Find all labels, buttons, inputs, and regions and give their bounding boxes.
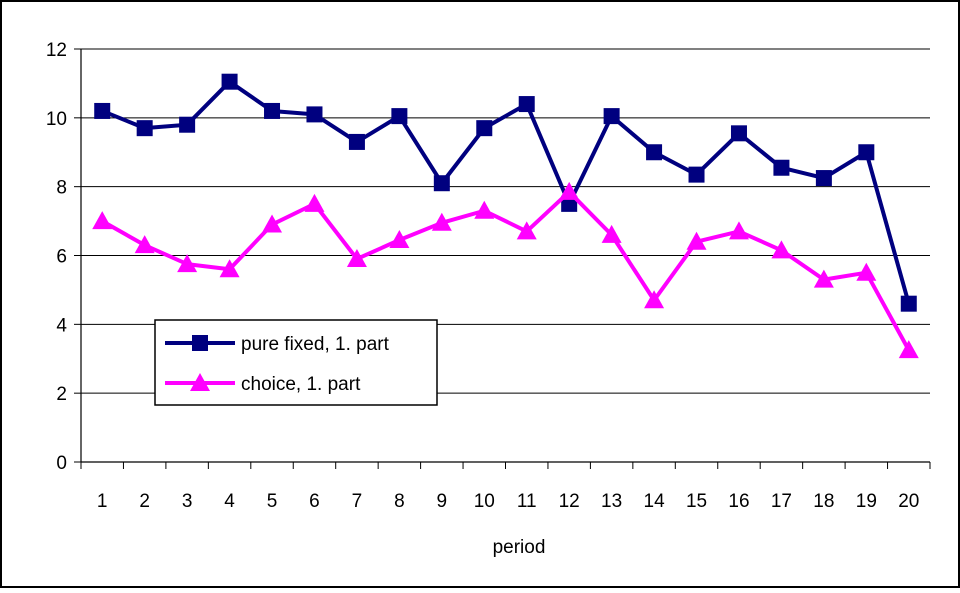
- y-tick-label: 0: [56, 453, 67, 474]
- x-tick-label: 7: [352, 491, 363, 512]
- data-point-square: [433, 175, 450, 192]
- data-point-triangle: [262, 214, 283, 233]
- data-point-square: [518, 96, 535, 113]
- data-point-triangle: [728, 221, 749, 240]
- y-tick-label: 2: [56, 384, 67, 405]
- data-point-triangle: [813, 269, 834, 288]
- data-point-triangle: [771, 240, 792, 259]
- data-point-triangle: [644, 290, 665, 309]
- data-point-triangle: [559, 181, 580, 200]
- data-point-triangle: [856, 262, 877, 281]
- x-tick-label: 4: [224, 491, 235, 512]
- data-point-triangle: [92, 211, 113, 230]
- data-point-square: [221, 73, 238, 90]
- x-axis-title: period: [493, 537, 546, 558]
- legend-label: choice, 1. part: [241, 374, 361, 395]
- x-tick-label: 10: [474, 491, 495, 512]
- y-tick-label: 12: [46, 40, 67, 61]
- data-point-triangle: [304, 193, 325, 212]
- data-point-triangle: [474, 200, 495, 219]
- x-tick-label: 2: [139, 491, 150, 512]
- series-2: [92, 181, 919, 359]
- x-tick-label: 20: [898, 491, 919, 512]
- data-point-square: [730, 125, 747, 142]
- series-layer: [92, 73, 919, 359]
- x-tick-label: 6: [309, 491, 320, 512]
- series-1: [94, 73, 917, 312]
- data-point-square: [136, 120, 153, 137]
- data-point-square: [476, 120, 493, 137]
- data-point-square: [348, 133, 365, 150]
- data-point-square: [391, 108, 408, 125]
- data-point-square: [306, 106, 323, 123]
- data-point-square: [94, 102, 111, 119]
- data-point-square: [264, 102, 281, 119]
- x-tick-label: 12: [559, 491, 580, 512]
- legend-swatch-marker: [192, 335, 208, 351]
- y-tick-label: 4: [56, 315, 67, 336]
- x-tick-label: 15: [686, 491, 707, 512]
- data-point-square: [858, 144, 875, 161]
- x-tick-label: 13: [601, 491, 622, 512]
- legend-item: pure fixed, 1. part: [165, 334, 390, 355]
- x-tick-label: 8: [394, 491, 405, 512]
- data-point-triangle: [389, 230, 410, 249]
- legend-label: pure fixed, 1. part: [241, 334, 390, 355]
- data-point-triangle: [431, 212, 452, 231]
- legend-item: choice, 1. part: [165, 373, 361, 395]
- x-tick-label: 11: [517, 491, 537, 512]
- x-tick-label: 17: [771, 491, 792, 512]
- data-point-triangle: [601, 224, 622, 243]
- x-tick-label: 1: [97, 491, 108, 512]
- legend: pure fixed, 1. part choice, 1. part: [154, 319, 438, 406]
- data-point-square: [179, 116, 196, 133]
- data-point-square: [688, 166, 705, 183]
- x-tick-label: 19: [856, 491, 877, 512]
- data-point-triangle: [686, 231, 707, 250]
- data-point-square: [646, 144, 663, 161]
- data-point-triangle: [219, 259, 240, 278]
- data-point-triangle: [177, 254, 198, 273]
- legend-swatch-marker: [190, 373, 210, 391]
- data-point-triangle: [346, 248, 367, 267]
- x-tick-label: 9: [437, 491, 448, 512]
- data-point-triangle: [516, 221, 537, 240]
- y-tick-label: 8: [56, 178, 67, 199]
- data-point-triangle: [134, 235, 155, 254]
- x-tick-label: 18: [813, 491, 834, 512]
- data-point-square: [773, 159, 790, 176]
- x-tick-label: 16: [728, 491, 749, 512]
- x-tick-label: 3: [182, 491, 193, 512]
- data-point-square: [603, 108, 620, 125]
- x-tick-label: 5: [267, 491, 278, 512]
- data-point-triangle: [898, 340, 919, 359]
- x-tick-label: 14: [644, 491, 666, 512]
- data-point-square: [561, 195, 578, 212]
- data-point-square: [900, 295, 917, 312]
- y-tick-label: 10: [46, 109, 67, 130]
- data-point-square: [815, 170, 832, 187]
- y-tick-label: 6: [56, 247, 67, 268]
- series-line: [101, 189, 911, 352]
